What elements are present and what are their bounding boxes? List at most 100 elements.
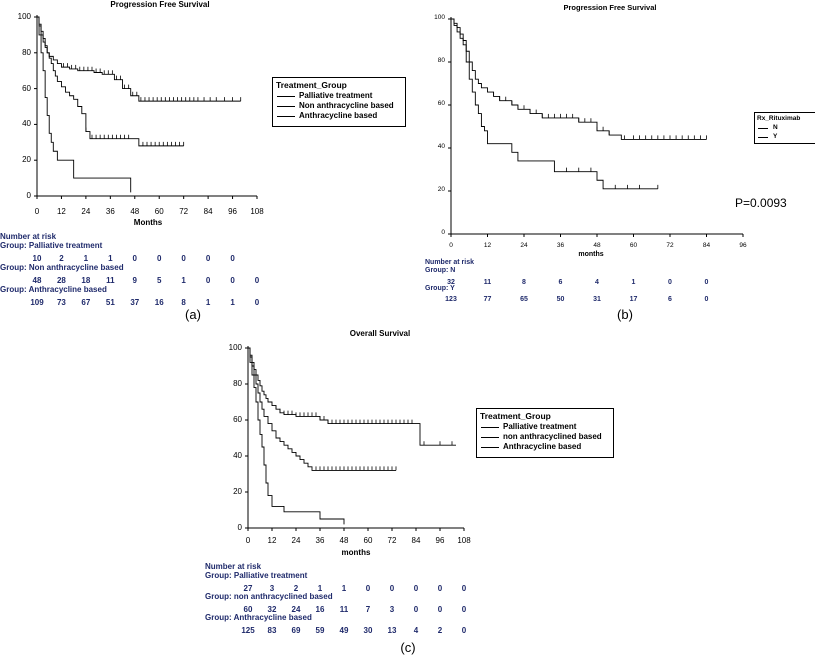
risk-value: 49 xyxy=(339,626,349,635)
risk-table-header: Number at risk xyxy=(0,232,57,241)
y-tick-label: 20 xyxy=(437,186,445,193)
legend-title: Treatment_Group xyxy=(480,411,551,421)
x-tick-label: 48 xyxy=(130,207,140,216)
risk-value: 1 xyxy=(317,584,323,593)
x-axis-label: months xyxy=(578,251,604,258)
series-line xyxy=(248,347,456,446)
legend-item: Y xyxy=(773,133,778,140)
risk-value: 73 xyxy=(56,298,66,307)
legend-item: N xyxy=(773,124,778,131)
legend: Treatment_Group Palliative treatment Non… xyxy=(272,77,406,127)
risk-value: 27 xyxy=(243,584,253,593)
risk-value: 0 xyxy=(254,276,260,285)
plot-area xyxy=(448,17,744,237)
risk-value: 0 xyxy=(437,605,443,614)
x-tick-label: 24 xyxy=(81,207,91,216)
legend-item: Palliative treatment xyxy=(503,422,577,431)
risk-value: 0 xyxy=(413,605,419,614)
risk-value: 1 xyxy=(108,254,113,263)
risk-group-label: Group: non anthracyclined based xyxy=(205,592,333,601)
risk-group-label: Group: Palliative treatment xyxy=(205,571,308,580)
y-tick-label: 100 xyxy=(434,14,445,21)
risk-group-label: Group: Non anthracycline based xyxy=(0,263,124,272)
risk-value: 0 xyxy=(230,276,235,285)
risk-value: 2 xyxy=(293,584,299,593)
x-tick-label: 36 xyxy=(556,242,565,249)
panel-b: Progression Free Survival Rx_Rituximab N… xyxy=(410,0,815,330)
risk-value: 0 xyxy=(668,279,672,286)
plot-area xyxy=(245,346,465,531)
risk-value: 6 xyxy=(668,296,672,303)
risk-value: 67 xyxy=(81,298,91,307)
risk-value: 11 xyxy=(106,276,115,285)
risk-value: 0 xyxy=(230,254,235,263)
risk-value: 1 xyxy=(230,298,235,307)
x-tick-label: 72 xyxy=(666,242,674,249)
risk-value: 83 xyxy=(267,626,277,635)
risk-group-label: Group: Anthracycline based xyxy=(205,613,312,622)
x-axis-label: months xyxy=(341,548,371,557)
risk-value: 60 xyxy=(243,605,253,614)
legend-item: Palliative treatment xyxy=(299,91,373,100)
risk-value: 13 xyxy=(387,626,397,635)
x-tick-label: 60 xyxy=(154,207,164,216)
risk-value: 48 xyxy=(32,276,42,285)
x-axis-label: Months xyxy=(133,218,163,227)
x-tick-label: 84 xyxy=(411,536,421,545)
x-tick-label: 84 xyxy=(702,242,711,249)
risk-value: 4 xyxy=(595,279,599,286)
panel-label: (a) xyxy=(185,307,201,322)
risk-value: 28 xyxy=(56,276,66,285)
risk-value: 3 xyxy=(269,584,275,593)
risk-value: 125 xyxy=(241,626,255,635)
series-line xyxy=(451,18,658,190)
x-tick-label: 48 xyxy=(339,536,349,545)
risk-value: 77 xyxy=(483,296,492,303)
series-line xyxy=(37,16,132,193)
x-tick-label: 0 xyxy=(34,207,40,216)
risk-value: 0 xyxy=(254,298,260,307)
risk-value: 8 xyxy=(522,279,526,286)
risk-value: 0 xyxy=(156,254,162,263)
x-tick-label: 0 xyxy=(449,242,453,249)
y-tick-label: 40 xyxy=(437,143,445,150)
x-tick-label: 108 xyxy=(250,207,264,216)
legend: Rx_Rituximab N Y xyxy=(754,112,815,144)
chart-title: Progression Free Survival xyxy=(110,0,210,9)
series-line xyxy=(37,16,241,102)
risk-value: 0 xyxy=(704,296,709,303)
axes xyxy=(247,346,464,529)
risk-value: 123 xyxy=(445,296,457,303)
risk-value: 2 xyxy=(437,626,443,635)
y-tick-label: 40 xyxy=(22,119,31,129)
risk-value: 17 xyxy=(629,296,638,303)
y-tick-label: 100 xyxy=(228,343,242,352)
legend-line xyxy=(758,128,768,129)
risk-value: 0 xyxy=(461,626,467,635)
legend-title: Rx_Rituximab xyxy=(757,115,801,122)
risk-value: 32 xyxy=(447,279,455,286)
x-tick-label: 108 xyxy=(457,536,471,545)
risk-value: 1 xyxy=(341,584,347,593)
risk-value: 32 xyxy=(267,605,277,614)
risk-value: 109 xyxy=(30,298,44,307)
chart-title: Progression Free Survival xyxy=(563,3,657,12)
x-tick-label: 36 xyxy=(315,536,325,545)
risk-value: 11 xyxy=(483,279,492,286)
risk-value: 69 xyxy=(291,626,301,635)
x-tick-label: 12 xyxy=(267,536,277,545)
risk-value: 0 xyxy=(365,584,371,593)
legend-line xyxy=(277,116,295,117)
risk-value: 5 xyxy=(156,276,162,285)
x-tick-label: 60 xyxy=(363,536,373,545)
x-tick-label: 72 xyxy=(387,536,397,545)
risk-value: 0 xyxy=(437,584,443,593)
x-tick-label: 12 xyxy=(56,207,66,216)
legend-item: Anthracycline based xyxy=(299,111,378,120)
y-tick-label: 20 xyxy=(22,155,31,165)
risk-group-label: Group: Y xyxy=(425,285,455,292)
series-line xyxy=(248,347,396,471)
y-tick-label: 0 xyxy=(26,191,31,200)
legend-line xyxy=(277,106,295,107)
y-tick-label: 20 xyxy=(233,487,242,496)
